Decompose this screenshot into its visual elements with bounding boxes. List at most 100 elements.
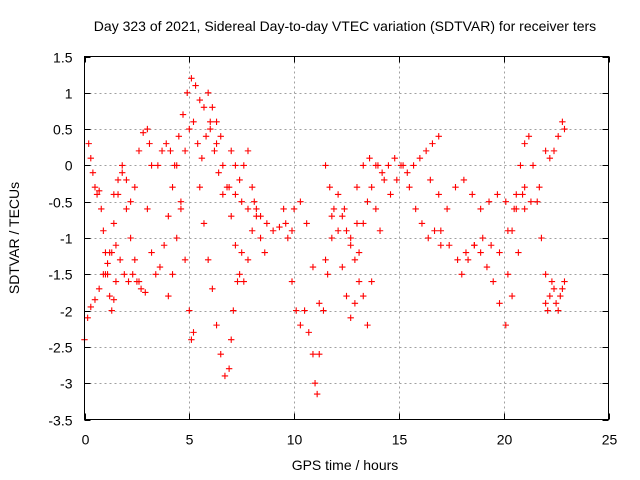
data-point-track-g [169, 271, 176, 278]
data-point-track-o [364, 198, 371, 205]
data-point-track-j [261, 249, 268, 256]
data-point-track-k [248, 183, 256, 191]
data-point-track-s [437, 227, 445, 234]
data-point-track-v [552, 300, 560, 307]
data-point-track-o [368, 183, 375, 191]
data-point-track-c [144, 125, 151, 133]
data-point-track-q [393, 176, 401, 184]
data-point-track-g [194, 140, 201, 147]
data-point-track-q [418, 220, 426, 227]
data-point-track-r [527, 198, 535, 205]
data-point-track-b [100, 227, 107, 234]
data-point-track-t [471, 242, 478, 249]
y-tick-label: 0.5 [53, 122, 73, 138]
data-point-track-i [282, 220, 289, 227]
data-point-track-q [437, 242, 445, 249]
data-point-track-s [513, 205, 520, 213]
data-point-track-s [446, 242, 453, 249]
data-point-track-r [427, 176, 434, 184]
data-point-track-a [112, 242, 120, 249]
data-point-track-d [135, 278, 143, 285]
data-point-track-c [131, 183, 139, 191]
data-point-track-m [297, 198, 304, 205]
data-point-track-a [95, 285, 103, 293]
data-point-track-w [559, 118, 566, 126]
data-point-track-f [171, 162, 178, 169]
data-point-track-h [204, 256, 212, 263]
data-point-track-i [219, 162, 227, 169]
data-point-track-b [95, 187, 103, 195]
data-point-track-b [87, 154, 94, 162]
data-point-track-d [131, 256, 139, 263]
data-point-track-s [462, 249, 470, 256]
data-point-track-t [464, 256, 472, 263]
data-point-track-l [301, 307, 308, 314]
data-point-track-h [196, 183, 203, 191]
data-point-track-u [542, 271, 549, 278]
data-point-track-b [91, 183, 99, 191]
data-point-track-e [188, 336, 195, 343]
data-point-track-p [385, 162, 392, 169]
data-point-track-f [184, 89, 191, 96]
data-point-track-d [106, 249, 113, 256]
data-point-track-v [548, 278, 556, 285]
data-point-track-t [521, 205, 528, 213]
data-point-track-u [534, 198, 541, 205]
data-point-track-t [483, 263, 491, 271]
data-point-track-e [177, 205, 185, 213]
data-point-track-l [280, 205, 287, 213]
data-point-track-p [422, 147, 430, 155]
data-point-track-n [322, 162, 329, 169]
data-point-track-a [104, 260, 111, 267]
data-point-track-f [188, 75, 195, 82]
data-point-track-d [114, 191, 122, 198]
data-point-track-w [546, 154, 554, 162]
data-point-track-e [160, 242, 168, 249]
data-point-track-w [550, 147, 558, 155]
data-point-track-o [355, 249, 363, 256]
y-tick-label: 1 [65, 86, 73, 102]
data-point-track-g [198, 154, 206, 162]
data-point-track-r [469, 191, 476, 198]
data-point-track-g [181, 147, 189, 155]
data-point-track-f [158, 147, 166, 155]
data-point-track-n [330, 205, 338, 213]
data-point-track-l [288, 278, 296, 285]
data-point-track-r [477, 205, 484, 213]
axis-ticks: -3.5 -3 -2.5 -2 -1.5 -1 -0.5 0 0.5 1 1.5 0 5 10 15 20 25 [48, 50, 617, 448]
data-point-track-e [190, 329, 197, 336]
data-point-track-g [211, 147, 218, 155]
data-point-track-e [186, 307, 193, 314]
y-tick-label: -2.5 [48, 340, 72, 356]
data-point-track-r [452, 183, 459, 191]
data-point-track-q [387, 191, 394, 198]
data-point-track-n [364, 321, 371, 329]
data-point-track-d [127, 234, 134, 242]
data-point-track-g [190, 118, 197, 126]
data-point-track-n [355, 278, 363, 285]
data-point-track-h [225, 365, 233, 372]
data-point-track-u [521, 140, 528, 147]
data-point-track-r [435, 191, 442, 198]
x-axis-label: GPS time / hours [292, 457, 399, 473]
data-point-track-o [343, 227, 350, 234]
data-point-track-e [165, 213, 172, 220]
data-point-track-b [93, 191, 101, 198]
x-tick-label: 15 [392, 432, 408, 448]
data-point-track-q [431, 227, 438, 234]
data-point-track-p [378, 169, 386, 176]
data-point-track-v [559, 285, 566, 293]
x-tick-label: 5 [186, 432, 194, 448]
data-point-track-s [521, 183, 528, 191]
chart-title: Day 323 of 2021, Sidereal Day-to-day VTE… [94, 18, 596, 34]
data-point-track-o [372, 205, 380, 213]
data-point-track-j [253, 213, 260, 220]
data-point-track-i [213, 140, 220, 147]
data-point-track-k [236, 176, 243, 184]
data-point-track-o [360, 220, 367, 227]
data-point-track-c [146, 140, 153, 147]
data-point-track-k [240, 162, 247, 169]
data-point-track-s [496, 249, 503, 256]
data-point-track-m [290, 205, 298, 213]
data-point-track-i [276, 223, 283, 231]
